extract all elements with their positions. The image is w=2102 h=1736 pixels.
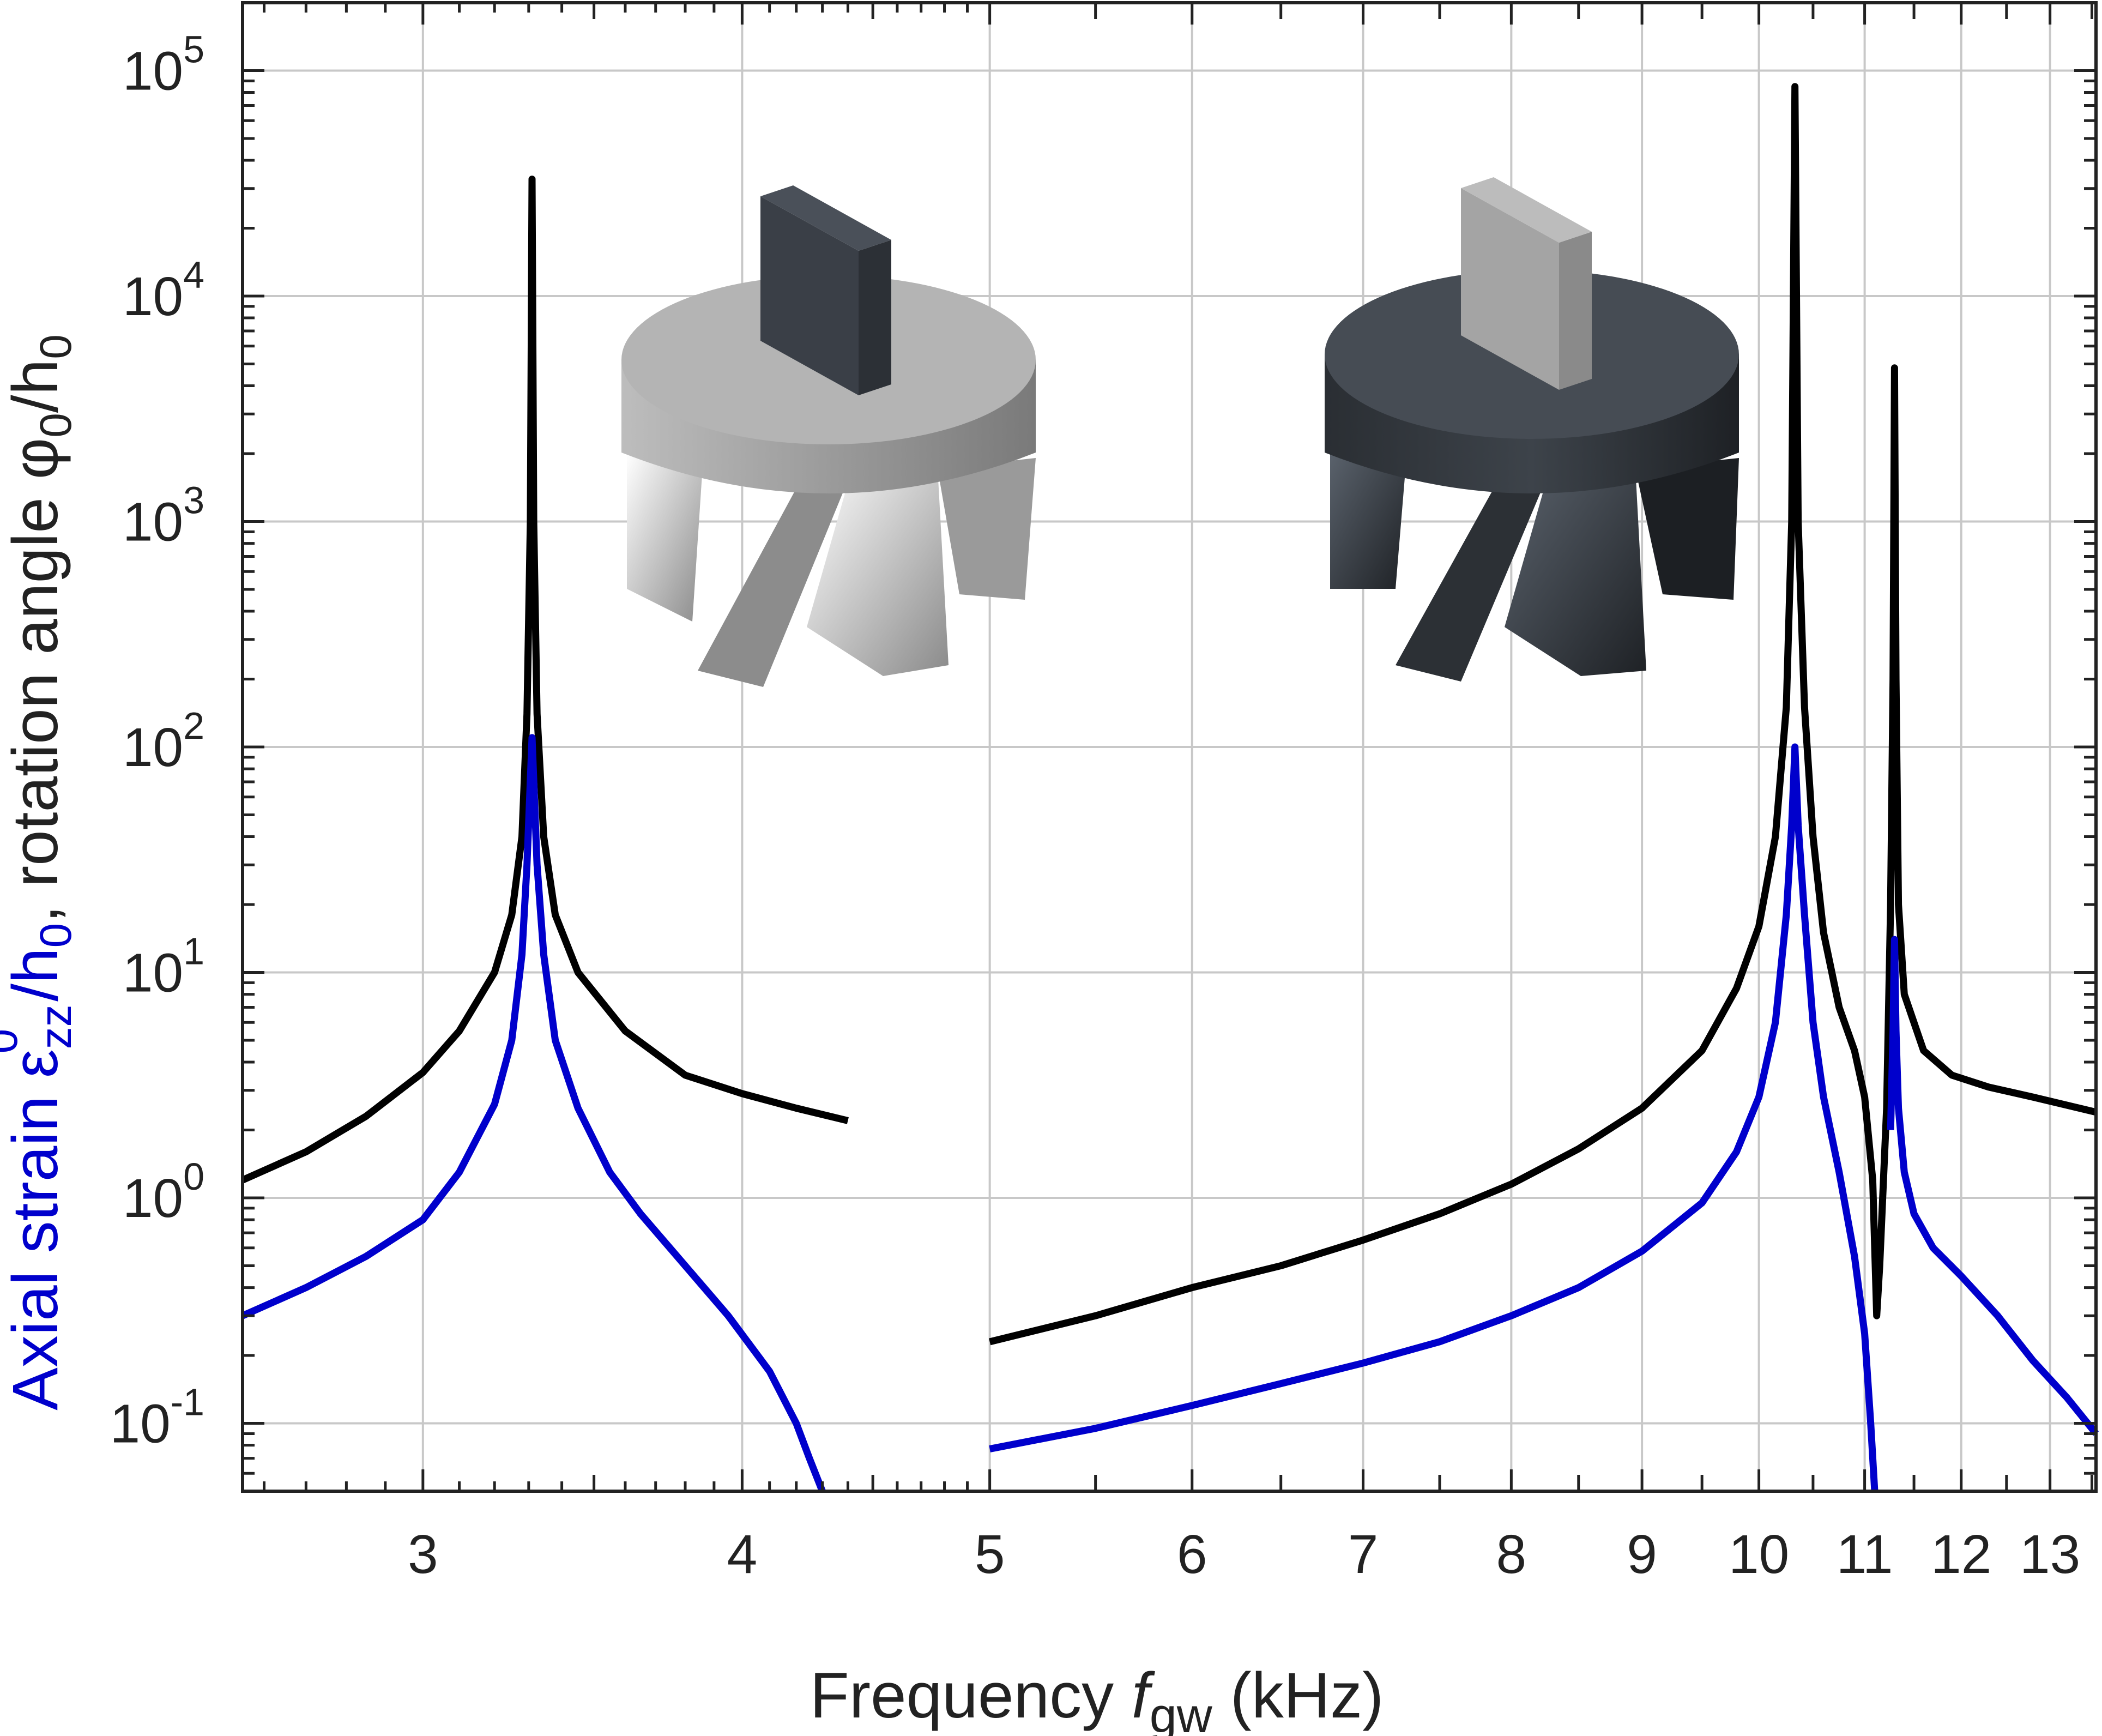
y-tick-base: 10 [123,717,183,778]
y-tick-label: 102 [123,704,204,778]
fin-shape [938,458,1036,600]
y-tick-exponent: 0 [183,1155,204,1198]
x-tick-labels: 3 4 5 6 7 8 9 10 11 12 13 [408,1524,2080,1585]
y-tick-exponent: 1 [183,930,204,973]
x-tick-label: 4 [727,1524,758,1585]
x-tick-label: 8 [1496,1524,1527,1585]
y-tick-label: 104 [123,254,204,327]
axial-strain-line-segment-3 [1887,936,2099,1436]
y-axis-title-rotation-sub: 0 [31,413,81,438]
axial-strain-line-segment-2 [989,743,1878,1492]
resonator-illustration-light [621,185,1036,687]
fin-shape [1396,469,1548,682]
plot-frame [241,1,2098,1493]
y-tick-label: 101 [123,930,204,1004]
x-axis-title-main: Frequency [810,1660,1132,1732]
y-tick-exponent: -1 [171,1381,204,1424]
y-tick-exponent: 5 [183,28,204,70]
y-tick-exponent: 4 [183,254,204,296]
resonator-illustration-dark [1325,177,1739,682]
y-tick-base: 10 [110,1394,171,1455]
y-axis-title-separator: , [0,905,71,923]
x-tick-label: 10 [1729,1524,1789,1585]
y-tick-label: 10-1 [110,1381,204,1455]
y-axis-title-strain: Axial strain ε [0,1049,71,1410]
fin-shape [1330,453,1406,589]
key-top [1461,177,1592,243]
x-tick-label: 12 [1931,1524,1991,1585]
y-tick-exponent: 2 [183,704,204,747]
x-tick-label: 6 [1177,1524,1207,1585]
y-axis-title-strain-sub: zz [31,1004,81,1049]
y-axis-title-strain-sup: 0 [0,1029,27,1054]
fin-shape [698,469,850,687]
axial-strain-line-segment-1 [241,734,826,1493]
x-axis-title-subscript: gw [1150,1689,1213,1736]
key-front [1461,188,1559,390]
grid-lines [243,3,2096,1491]
x-tick-label: 11 [1837,1524,1893,1585]
y-tick-label: 105 [123,28,204,101]
axis-ticks [243,3,2096,1491]
fin-shape [807,469,949,676]
x-tick-label: 7 [1348,1524,1379,1585]
y-axis-title-strain-tail: /h [0,948,71,1001]
fin-shape [1635,458,1739,600]
x-axis-title-unit: (kHz) [1212,1660,1384,1732]
x-tick-label: 3 [408,1524,438,1585]
x-axis-title: Frequency fgw (kHz) [810,1660,1384,1736]
y-tick-base: 10 [123,40,183,101]
fin-shape [627,453,703,622]
rotation-angle-line-segment-2 [989,83,2097,1346]
key-side [1559,232,1592,390]
y-tick-base: 10 [123,266,183,327]
y-tick-base: 10 [123,943,183,1004]
key-side [859,240,891,395]
x-tick-label: 13 [2020,1524,2080,1585]
y-axis-title-rotation-tail-sub: 0 [31,334,81,359]
key-front [760,196,859,395]
y-tick-exponent: 3 [183,479,204,521]
fin-shape [1505,469,1646,676]
rotation-angle-line-segment-1 [241,176,849,1184]
y-axis-title-strain-tail-sub: 0 [31,923,81,948]
y-axis-title-rotation-tail: /h [0,359,71,413]
y-axis-title-rotation: rotation angle φ [0,438,71,905]
y-tick-base: 10 [123,491,183,552]
y-tick-label: 100 [123,1155,204,1229]
y-axis-title: Axial strain εzz0/h0, rotation angle φ0/… [0,334,81,1410]
x-tick-label: 5 [975,1524,1005,1585]
plot-series [241,83,2099,1493]
y-tick-base: 10 [123,1168,183,1229]
key-top [760,185,891,251]
y-tick-label: 103 [123,479,204,552]
x-tick-label: 9 [1627,1524,1657,1585]
